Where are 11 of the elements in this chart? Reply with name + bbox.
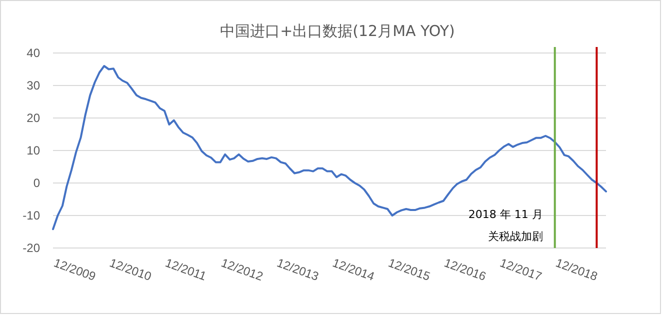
y-tick-label: 40 xyxy=(26,46,40,60)
ref-line-label: 2018 年 11 月 xyxy=(468,208,543,221)
y-tick-label: 0 xyxy=(33,176,40,190)
y-tick-label: -10 xyxy=(22,208,40,222)
y-tick-label: 10 xyxy=(26,144,40,158)
y-tick-label: 20 xyxy=(26,111,40,125)
line-series xyxy=(52,65,607,230)
annotation: 关税战加剧 xyxy=(488,230,543,243)
y-tick-label: -20 xyxy=(22,241,40,255)
chart-title: 中国进口+出口数据(12月MA YOY) xyxy=(220,22,455,40)
y-tick-label: 30 xyxy=(26,78,40,92)
